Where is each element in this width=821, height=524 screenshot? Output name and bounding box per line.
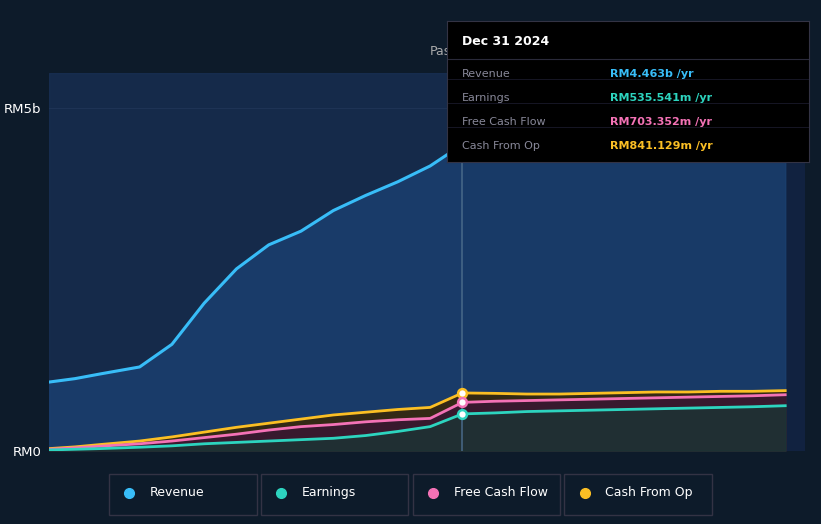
Text: Free Cash Flow: Free Cash Flow: [454, 486, 548, 499]
Point: [456, 410, 469, 418]
Text: Past: Past: [430, 45, 456, 58]
Text: RM535.541m /yr: RM535.541m /yr: [610, 93, 712, 103]
Text: Dec 31 2024: Dec 31 2024: [462, 35, 549, 48]
FancyBboxPatch shape: [261, 474, 409, 515]
Text: RM703.352m /yr: RM703.352m /yr: [610, 117, 712, 127]
Text: Cash From Op: Cash From Op: [462, 141, 539, 151]
Point: [456, 398, 469, 407]
Text: RM841.129m /yr: RM841.129m /yr: [610, 141, 713, 151]
Text: RM4.463b /yr: RM4.463b /yr: [610, 69, 694, 79]
Text: Free Cash Flow: Free Cash Flow: [462, 117, 545, 127]
FancyBboxPatch shape: [109, 474, 257, 515]
Bar: [49, 73, 462, 451]
Text: Earnings: Earnings: [462, 93, 511, 103]
FancyBboxPatch shape: [565, 474, 713, 515]
Point: [456, 389, 469, 397]
Point: [456, 140, 469, 149]
Text: Revenue: Revenue: [462, 69, 511, 79]
FancyBboxPatch shape: [412, 474, 560, 515]
Text: Analysts Forecasts: Analysts Forecasts: [469, 45, 585, 58]
Text: Earnings: Earnings: [302, 486, 356, 499]
Text: Revenue: Revenue: [149, 486, 204, 499]
Text: Cash From Op: Cash From Op: [606, 486, 693, 499]
